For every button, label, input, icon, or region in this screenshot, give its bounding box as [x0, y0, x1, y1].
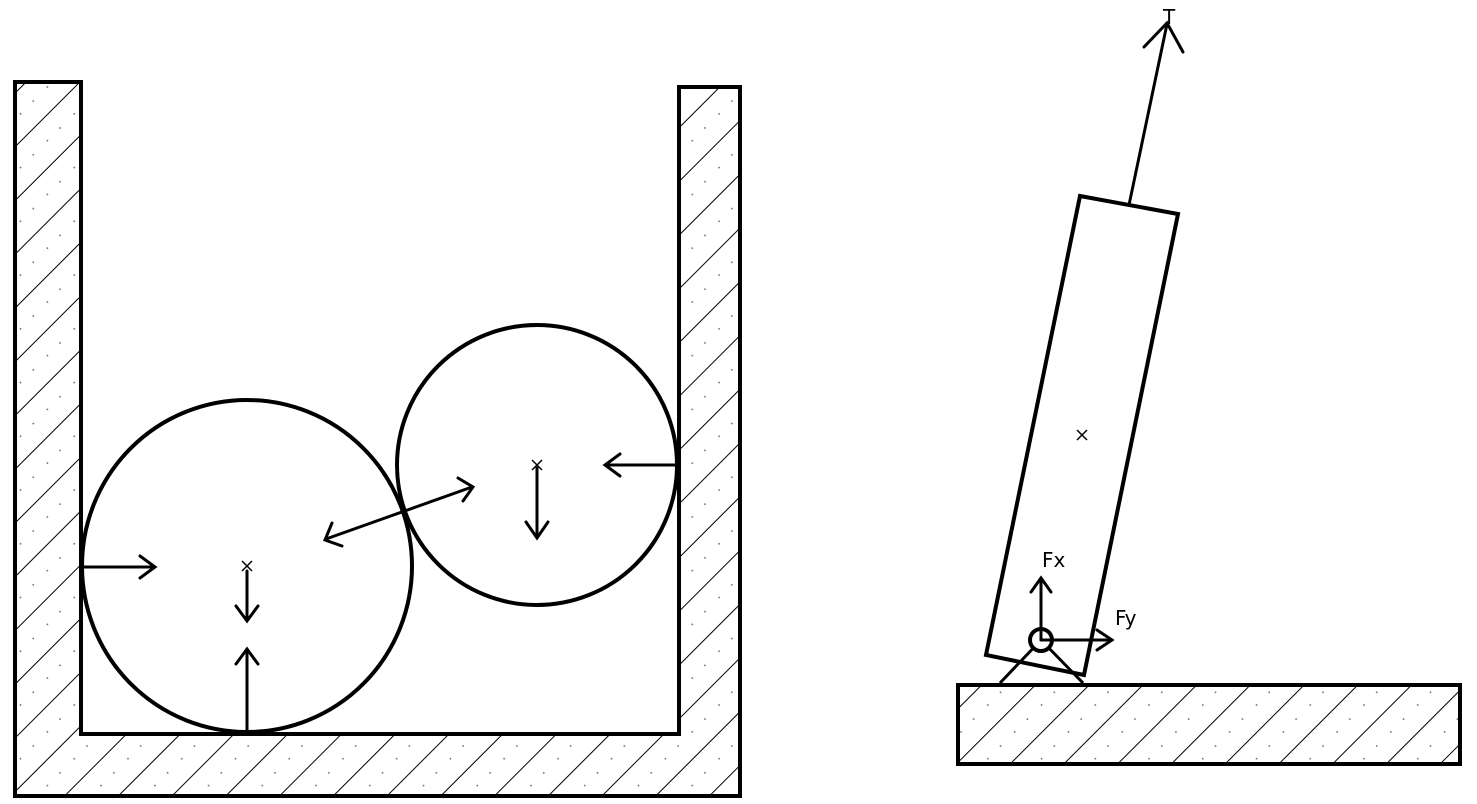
label-tension: T — [1162, 5, 1176, 29]
label-fx: Fx — [1042, 548, 1066, 572]
arrow-fy — [1039, 628, 1115, 652]
arrow-tension — [1127, 20, 1185, 207]
bar-center-mark — [1076, 429, 1088, 441]
arrow-contact-force — [323, 476, 476, 548]
arrow-floor-normal — [234, 646, 260, 732]
arrow-weight-small — [524, 466, 550, 541]
label-fy: Fy — [1115, 606, 1137, 630]
arrow-weight-large — [234, 569, 260, 624]
ground-slab — [956, 683, 1462, 766]
container-walls — [13, 80, 742, 798]
small-ball-center-mark — [531, 459, 543, 471]
force-arrows-left — [81, 452, 678, 732]
force-arrows-right — [1029, 20, 1185, 652]
ground-slab-rect — [956, 683, 1462, 766]
large-ball-center-mark — [241, 560, 253, 572]
tilted-bar-body — [983, 193, 1181, 678]
arrow-fx — [1029, 575, 1053, 642]
arrow-wall-normal-small — [602, 452, 678, 478]
arrow-wall-normal-large — [81, 554, 158, 580]
tilted-bar — [983, 193, 1181, 678]
u-container — [13, 80, 742, 798]
